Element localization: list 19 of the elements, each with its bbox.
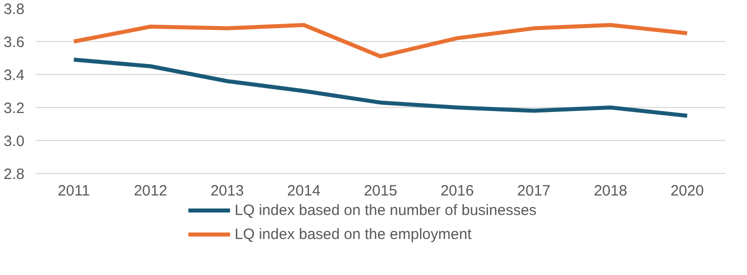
- x-tick-label: 2011: [58, 182, 90, 200]
- x-tick-label: 2012: [134, 182, 168, 200]
- y-tick-label: 3.8: [4, 1, 25, 18]
- x-tick-label: 2017: [517, 182, 551, 200]
- x-tick-label: 2013: [210, 182, 244, 200]
- line-series: [72, 58, 690, 118]
- y-tick-label: 3.2: [4, 100, 25, 117]
- legend-label: LQ index based on the number of businesses: [234, 202, 537, 219]
- y-tick-label: 2.8: [4, 166, 25, 183]
- x-tick-label: 2014: [287, 182, 321, 200]
- x-tick-label: 2016: [440, 182, 474, 200]
- y-tick-label: 3.0: [4, 133, 25, 150]
- legend-label: LQ index based on the employment: [234, 226, 472, 243]
- line-series: [72, 23, 690, 58]
- x-tick-label: 2020: [670, 182, 704, 200]
- y-tick-label: 3.6: [4, 34, 25, 51]
- x-tick-label: 2018: [594, 182, 628, 200]
- y-tick-label: 3.4: [4, 67, 25, 84]
- x-tick-label: 2015: [364, 182, 398, 200]
